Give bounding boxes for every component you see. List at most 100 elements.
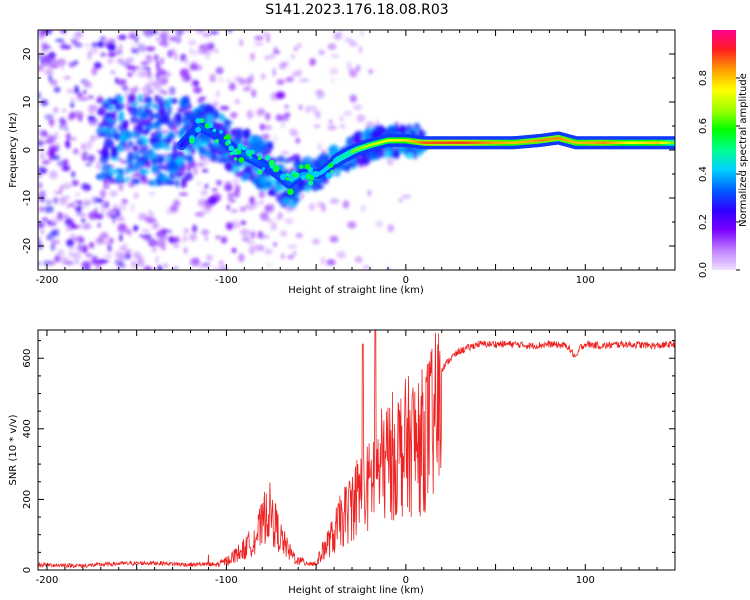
spectrogram-noise-blob xyxy=(122,85,129,91)
spectrogram-noise-blob xyxy=(41,45,52,50)
spectrogram-noise-blob xyxy=(38,52,47,61)
spectrogram-noise-blob xyxy=(264,112,271,121)
spectrogram-band-blob xyxy=(108,104,115,111)
ridge-sparkle xyxy=(305,173,312,180)
spectrogram-noise-blob xyxy=(84,43,89,48)
spectrogram-noise-blob xyxy=(220,236,228,244)
spectrogram-noise-blob xyxy=(189,47,193,56)
colorbar-tick-label: 0.4 xyxy=(698,166,709,182)
spectrogram-noise-blob xyxy=(273,241,277,247)
spectrogram-noise-blob xyxy=(296,42,302,49)
spectrogram-noise-blob xyxy=(134,192,139,200)
spectrogram-noise-blob xyxy=(175,35,182,44)
spectrogram-noise-blob xyxy=(45,199,53,205)
ridge-sparkle xyxy=(195,126,202,133)
spectrogram-noise-blob xyxy=(386,156,394,166)
spectrogram-noise-blob xyxy=(288,128,297,136)
spectrogram-noise-blob xyxy=(131,48,139,54)
spectrogram-noise-blob xyxy=(294,46,298,52)
spectrogram-noise-blob xyxy=(144,55,151,60)
spectrogram-noise-blob xyxy=(63,127,69,131)
spectrogram-band-blob xyxy=(117,95,124,104)
spectrogram-noise-blob xyxy=(238,253,245,263)
spectrogram-noise-blob xyxy=(71,179,79,187)
spectrogram-noise-blob xyxy=(44,114,54,120)
spectrogram-noise-blob xyxy=(71,171,76,178)
spectrogram-noise-blob xyxy=(48,74,52,83)
spectrogram-noise-blob xyxy=(313,124,321,128)
spectrogram-band-blob xyxy=(142,117,152,127)
spectrogram-x-tick-label: -100 xyxy=(215,275,238,286)
spectrogram-noise-blob xyxy=(66,238,75,248)
spectrogram-band-blob xyxy=(393,127,402,134)
spectrogram-noise-blob xyxy=(152,80,162,89)
spectrogram-noise-blob xyxy=(63,195,71,200)
spectrogram-noise-blob xyxy=(76,206,82,212)
spectrogram-band-blob xyxy=(118,123,123,131)
spectrogram-noise-blob xyxy=(53,86,61,93)
spectrogram-band-blob xyxy=(276,155,286,163)
spectrogram-noise-blob xyxy=(54,190,63,195)
spectrogram-band-blob xyxy=(126,156,134,166)
spectrogram-band-blob xyxy=(98,128,109,133)
spectrogram-noise-blob xyxy=(89,134,97,143)
spectrogram-y-tick-label: 20 xyxy=(22,48,33,61)
spectrogram-band-blob xyxy=(224,162,231,171)
spectrogram-band-blob xyxy=(189,148,196,155)
snr-panel: -200 -100 0 100 0 200 400 600 Height of straigh… xyxy=(8,329,676,596)
spectrogram-noise-blob xyxy=(266,34,270,43)
spectrogram-noise-blob xyxy=(160,57,164,65)
spectrogram-x-label: Height of straight line (km) xyxy=(288,285,424,296)
spectrogram-noise-blob xyxy=(230,199,236,203)
spectrogram-noise-blob xyxy=(76,94,84,101)
spectrogram-noise-blob xyxy=(168,86,176,96)
spectrogram-band-blob xyxy=(160,138,168,143)
spectrogram-band-blob xyxy=(211,154,216,161)
spectrogram-band-blob xyxy=(234,170,245,178)
spectrogram-band-blob xyxy=(128,168,134,173)
spectrogram-noise-blob xyxy=(287,255,294,259)
spectrogram-band-blob xyxy=(303,155,313,166)
spectrogram-noise-blob xyxy=(258,190,266,199)
ridge-sparkle xyxy=(299,164,304,169)
spectrogram-band-blob xyxy=(138,148,145,155)
ridge-sparkle xyxy=(257,156,262,161)
spectrogram-noise-blob xyxy=(254,35,264,41)
spectrogram-band-blob xyxy=(105,125,112,135)
figure-title: S141.2023.176.18.08.R03 xyxy=(265,2,448,18)
spectrogram-band-blob xyxy=(158,173,168,182)
spectrogram-noise-blob xyxy=(259,200,264,205)
spectrogram-noise-blob xyxy=(60,30,67,34)
spectrogram-noise-blob xyxy=(55,228,60,238)
spectrogram-noise-blob xyxy=(204,236,208,241)
spectrogram-noise-blob xyxy=(287,244,298,249)
spectrogram-noise-blob xyxy=(226,204,230,211)
snr-x-tick-label: -200 xyxy=(36,575,59,586)
spectrogram-noise-blob xyxy=(291,54,295,59)
spectrogram-band-blob xyxy=(159,108,165,117)
spectrogram-band-blob xyxy=(223,118,231,128)
spectrogram-band-blob xyxy=(148,179,154,186)
spectrogram-band-blob xyxy=(111,148,118,158)
spectrogram-noise-blob xyxy=(233,76,243,81)
spectrogram-noise-blob xyxy=(143,216,151,221)
spectrogram-noise-blob xyxy=(228,82,236,91)
spectrogram-noise-blob xyxy=(173,265,179,270)
spectrogram-band-blob xyxy=(344,166,350,172)
spectrogram-noise-blob xyxy=(330,54,339,58)
spectrogram-noise-blob xyxy=(215,235,221,239)
spectrogram-noise-blob xyxy=(329,235,339,243)
spectrogram-noise-blob xyxy=(231,247,237,253)
spectrogram-noise-blob xyxy=(359,45,363,54)
spectrogram-noise-blob xyxy=(49,148,55,158)
spectrogram-noise-blob xyxy=(83,81,93,89)
spectrogram-noise-blob xyxy=(69,97,76,103)
spectrogram-noise-blob xyxy=(280,151,290,155)
spectrogram-noise-blob xyxy=(102,184,110,189)
ridge-sparkle xyxy=(272,165,280,173)
spectrogram-noise-blob xyxy=(114,49,123,55)
spectrogram-noise-blob xyxy=(96,197,101,203)
spectrogram-noise-blob xyxy=(56,58,67,66)
spectrogram-noise-blob xyxy=(295,233,303,239)
spectrogram-band-blob xyxy=(265,179,271,190)
